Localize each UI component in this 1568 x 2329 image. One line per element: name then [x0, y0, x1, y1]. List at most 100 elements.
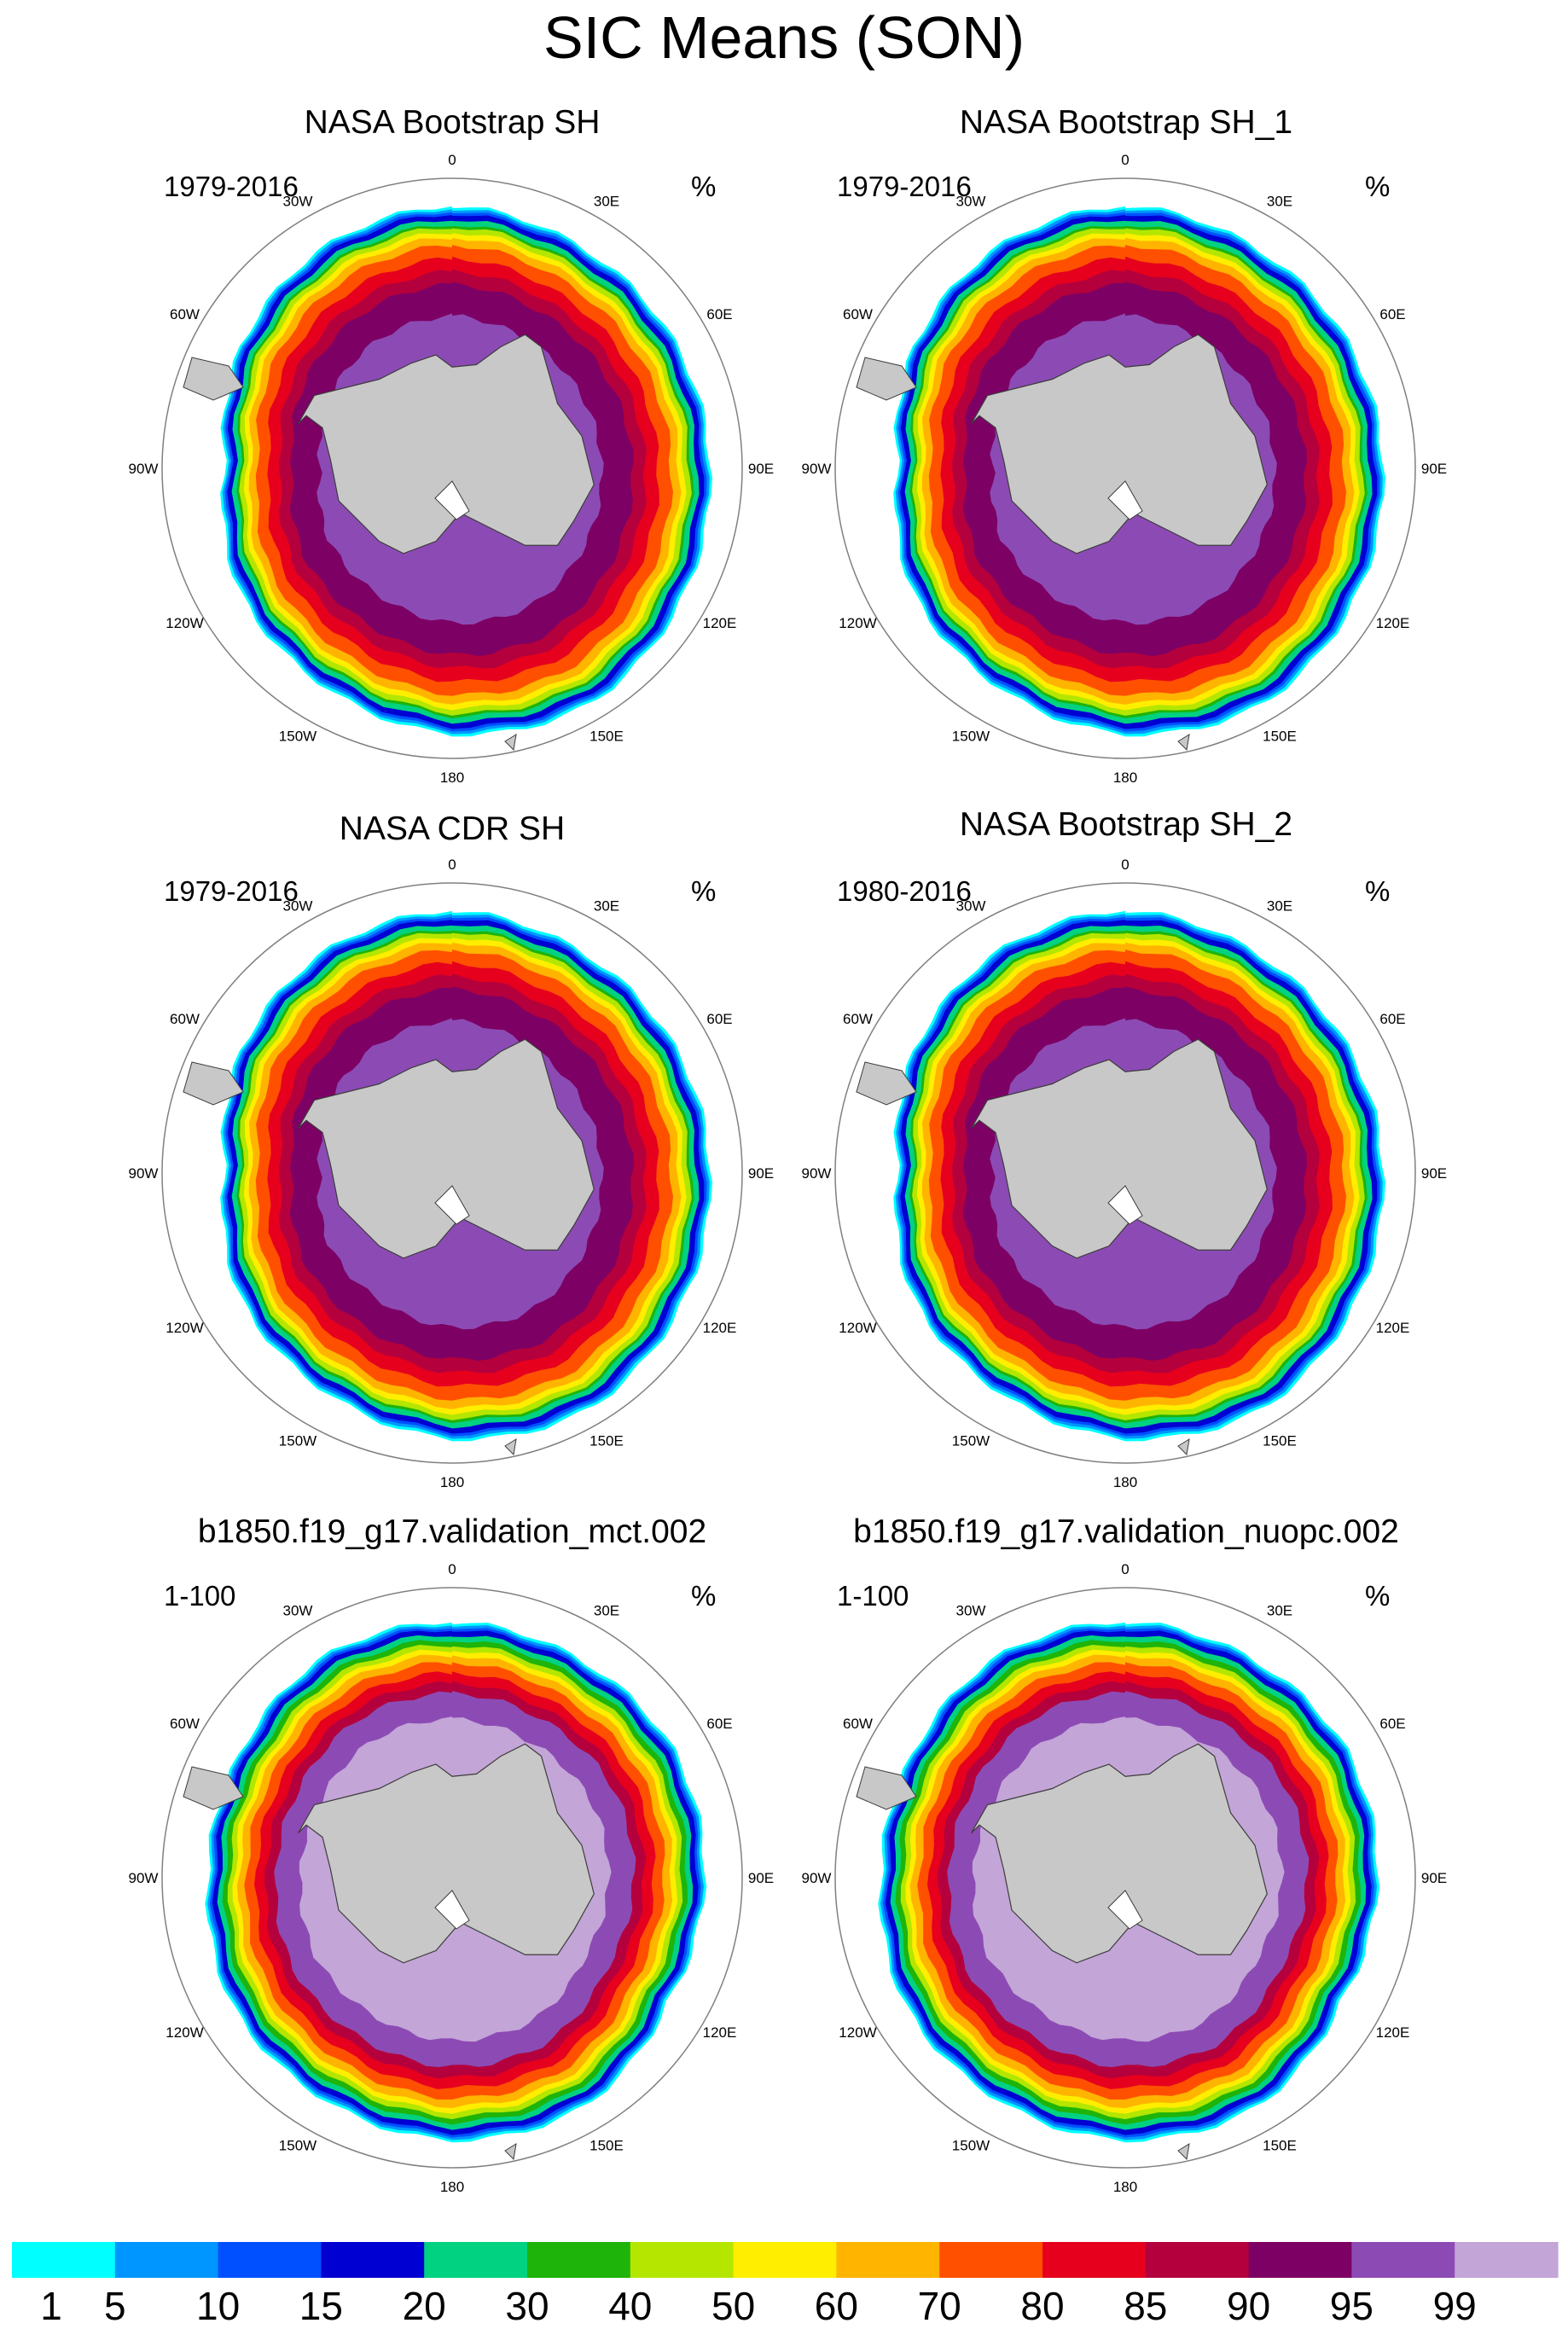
longitude-label: 150E: [589, 1433, 624, 1449]
south-america-landmass: [183, 357, 244, 401]
longitude-label: 60E: [706, 1011, 732, 1027]
longitude-label: 120E: [703, 2024, 737, 2041]
longitude-label: 150E: [1263, 2138, 1297, 2154]
longitude-label: 150E: [1263, 729, 1297, 745]
longitude-label: 0: [1121, 1561, 1129, 1577]
units-label: %: [1365, 875, 1391, 907]
panel-title-bootstrap-sh-1: NASA Bootstrap SH_1: [959, 104, 1293, 141]
longitude-label: 30E: [1267, 1603, 1292, 1619]
longitude-label: 150E: [1263, 1433, 1297, 1449]
polar-map: 0 30E 60E 90E 120E 150E 180 150W 120W 90W 60W 30W: [129, 1561, 775, 2195]
south-america-landmass: [856, 357, 917, 401]
longitude-label: 60W: [170, 1011, 200, 1027]
longitude-label: 60W: [843, 1716, 873, 1732]
longitude-label: 0: [448, 152, 456, 168]
period-label: 1980-2016: [837, 875, 972, 907]
south-america-landmass: [183, 1766, 244, 1810]
longitude-label: 90W: [802, 461, 832, 477]
longitude-label: 90E: [748, 1165, 774, 1182]
longitude-label: 180: [440, 770, 464, 786]
longitude-label: 30E: [1267, 898, 1292, 915]
longitude-label: 90W: [802, 1165, 832, 1182]
polar-map: 0 30E 60E 90E 120E 150E 180 150W 120W 90W 60W 30W: [129, 857, 775, 1490]
units-label: %: [691, 875, 717, 907]
longitude-label: 0: [448, 857, 456, 873]
polar-map: 0 30E 60E 90E 120E 150E 180 150W 120W 90W 60W 30W: [802, 152, 1448, 786]
longitude-label: 60E: [1379, 1716, 1405, 1732]
polar-map: 0 30E 60E 90E 120E 150E 180 150W 120W 90W 60W 30W: [802, 1561, 1448, 2195]
longitude-label: 60W: [843, 1011, 873, 1027]
longitude-label: 180: [440, 1474, 464, 1490]
colorbar-tick-label: 20: [402, 2284, 446, 2328]
longitude-label: 120E: [703, 615, 737, 631]
longitude-label: 150W: [279, 1433, 317, 1449]
longitude-label: 90E: [1421, 461, 1447, 477]
units-label: %: [1365, 1580, 1391, 1612]
ice-shelf: [1107, 480, 1143, 520]
longitude-label: 180: [440, 2179, 464, 2195]
longitude-label: 150W: [952, 729, 990, 745]
panel-title-bootstrap-sh: NASA Bootstrap SH: [304, 104, 601, 141]
colorbar-tick-label: 5: [104, 2284, 126, 2328]
colorbar-tick-label: 40: [608, 2284, 653, 2328]
new-zealand-landmass: [1177, 1437, 1190, 1456]
units-label: %: [691, 171, 717, 202]
longitude-label: 150W: [279, 729, 317, 745]
longitude-label: 30E: [1267, 194, 1292, 210]
longitude-label: 150E: [589, 2138, 624, 2154]
colorbar-tick-label: 10: [196, 2284, 241, 2328]
south-america-landmass: [856, 1766, 917, 1810]
colorbar-tick-label: 95: [1329, 2284, 1373, 2328]
longitude-label: 120W: [166, 1320, 203, 1336]
colorbar-tick-label: 60: [814, 2284, 858, 2328]
south-america-landmass: [856, 1061, 917, 1106]
map-boundary: [161, 1587, 743, 2169]
ice-shelf: [1107, 1185, 1143, 1225]
longitude-label: 30W: [956, 194, 986, 210]
longitude-label: 180: [1113, 1474, 1137, 1490]
panel-title-cdr-sh: NASA CDR SH: [339, 810, 566, 847]
longitude-label: 90W: [129, 1165, 159, 1182]
new-zealand-landmass: [504, 1437, 517, 1456]
units-label: %: [1365, 171, 1391, 202]
polar-map: 0 30E 60E 90E 120E 150E 180 150W 120W 90W 60W 30W: [802, 857, 1448, 1490]
longitude-label: 60W: [170, 1716, 200, 1732]
longitude-label: 0: [1121, 152, 1129, 168]
period-label: 1979-2016: [837, 171, 972, 202]
longitude-label: 30W: [956, 1603, 986, 1619]
new-zealand-landmass: [1177, 2142, 1190, 2161]
colorbar-tick-label: 99: [1432, 2284, 1477, 2328]
antarctica-landmass: [297, 334, 595, 555]
longitude-label: 60W: [843, 306, 873, 322]
longitude-label: 0: [448, 1561, 456, 1577]
ice-shelf: [434, 1185, 470, 1225]
longitude-label: 90W: [129, 1870, 159, 1886]
longitude-label: 180: [1113, 2179, 1137, 2195]
colorbar-tick-label: 70: [917, 2284, 961, 2328]
longitude-label: 150E: [589, 729, 624, 745]
longitude-label: 120E: [703, 1320, 737, 1336]
longitude-label: 90E: [1421, 1165, 1447, 1182]
period-label: 1-100: [164, 1580, 236, 1612]
longitude-label: 150W: [952, 2138, 990, 2154]
panel-title-nuopc: b1850.f19_g17.validation_nuopc.002: [853, 1513, 1399, 1550]
longitude-label: 30W: [283, 194, 313, 210]
longitude-label: 120W: [839, 2024, 876, 2041]
longitude-label: 120E: [1376, 615, 1410, 631]
new-zealand-landmass: [504, 2142, 517, 2161]
longitude-label: 150W: [952, 1433, 990, 1449]
longitude-label: 120W: [839, 615, 876, 631]
colorbar-tick-label: 30: [505, 2284, 549, 2328]
longitude-label: 120E: [1376, 2024, 1410, 2041]
longitude-label: 90E: [748, 461, 774, 477]
longitude-label: 30W: [956, 898, 986, 915]
longitude-label: 60E: [1379, 1011, 1405, 1027]
ice-shelf: [1107, 1890, 1143, 1930]
longitude-label: 60E: [706, 1716, 732, 1732]
ice-shelf: [434, 1890, 470, 1930]
ice-shelf: [434, 480, 470, 520]
antarctica-landmass: [297, 1743, 595, 1964]
longitude-label: 30W: [283, 898, 313, 915]
longitude-label: 90E: [748, 1870, 774, 1886]
